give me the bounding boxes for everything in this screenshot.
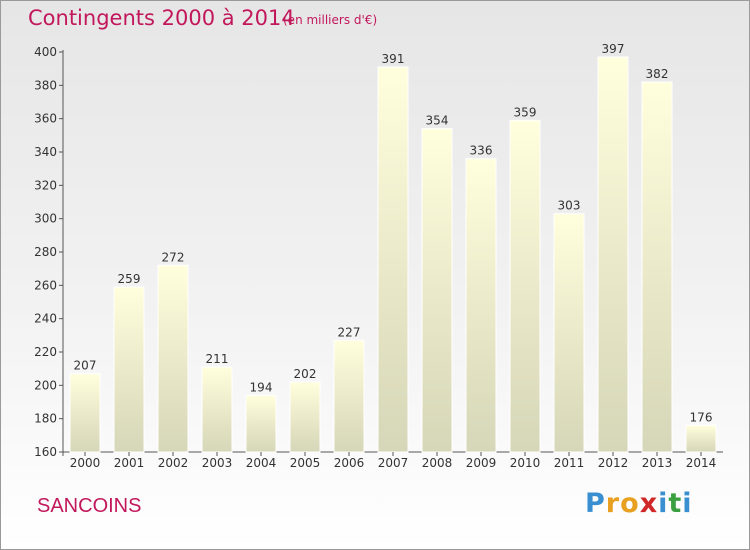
y-tick-label: 380: [34, 78, 57, 92]
bar: [553, 213, 585, 453]
x-tick-label: 2012: [598, 456, 629, 470]
bar: [465, 158, 497, 453]
x-tick-label: 2002: [158, 456, 189, 470]
logo-letter: i: [682, 488, 693, 519]
y-tick-label: 300: [34, 212, 57, 226]
bar-value-label: 176: [690, 410, 713, 424]
bar-value-label: 359: [514, 105, 537, 119]
x-tick-label: 2008: [422, 456, 453, 470]
chart-subtitle: (en milliers d'€): [283, 13, 378, 27]
bars: 207 259 272 211 194 202 227 391 354 336 359 303 397 3…: [69, 42, 717, 453]
commune-name: SANCOINS: [37, 495, 142, 517]
y-tick-label: 320: [34, 178, 57, 192]
bar-value-label: 354: [426, 114, 449, 128]
x-tick-label: 2014: [686, 456, 717, 470]
logo-letter: x: [639, 488, 659, 519]
x-tick-label: 2005: [290, 456, 321, 470]
x-axis: 2000 2001 2002 2003 2004 2005 2006 2007 2008 2009…: [70, 452, 717, 470]
bar: [509, 119, 541, 453]
bar-value-label: 207: [74, 359, 97, 373]
bar-value-label: 194: [250, 380, 273, 394]
proxiti-logo: Proxiti: [585, 488, 693, 519]
x-tick-label: 2000: [70, 456, 101, 470]
y-tick-label: 400: [34, 45, 57, 59]
bar: [245, 394, 277, 453]
y-tick-label: 160: [34, 445, 57, 459]
bar: [597, 56, 629, 453]
bar: [201, 366, 233, 453]
x-tick-label: 2003: [202, 456, 233, 470]
bar: [157, 264, 189, 453]
bar: [113, 286, 145, 453]
chart-title: Contingents 2000 à 2014: [28, 6, 295, 30]
bar: [377, 66, 409, 453]
bar: [289, 381, 321, 453]
logo-letter: r: [605, 488, 621, 519]
bar: [69, 373, 101, 453]
x-tick-label: 2011: [554, 456, 585, 470]
y-tick-label: 360: [34, 112, 57, 126]
bar: [333, 339, 365, 453]
bar-value-label: 272: [162, 250, 185, 264]
bar-value-label: 336: [470, 144, 493, 158]
bar: [641, 81, 673, 453]
bar-value-label: 211: [206, 352, 229, 366]
x-tick-label: 2009: [466, 456, 497, 470]
y-tick-label: 240: [34, 312, 57, 326]
y-tick-label: 260: [34, 278, 57, 292]
bar-value-label: 397: [602, 42, 625, 56]
y-tick-label: 220: [34, 345, 57, 359]
bar-value-label: 227: [338, 325, 361, 339]
y-axis: 160 180 200 220 240 260 280 300 320 340 360 380 400: [34, 45, 723, 459]
y-tick-label: 340: [34, 145, 57, 159]
bar-value-label: 259: [118, 272, 141, 286]
x-tick-label: 2010: [510, 456, 541, 470]
x-tick-label: 2006: [334, 456, 365, 470]
logo-letter: t: [668, 488, 683, 519]
y-tick-label: 180: [34, 412, 57, 426]
y-tick-label: 200: [34, 378, 57, 392]
x-tick-label: 2007: [378, 456, 409, 470]
y-tick-label: 280: [34, 245, 57, 259]
x-tick-label: 2013: [642, 456, 673, 470]
bar-value-label: 303: [558, 199, 581, 213]
x-tick-label: 2001: [114, 456, 145, 470]
logo-letter: o: [620, 488, 640, 519]
bar-value-label: 382: [646, 67, 669, 81]
bar: [421, 128, 453, 453]
logo-letter: P: [585, 488, 606, 519]
bar: [685, 424, 717, 453]
bar-value-label: 202: [294, 367, 317, 381]
bar-value-label: 391: [382, 52, 405, 66]
x-tick-label: 2004: [246, 456, 277, 470]
logo-letter: i: [658, 488, 669, 519]
